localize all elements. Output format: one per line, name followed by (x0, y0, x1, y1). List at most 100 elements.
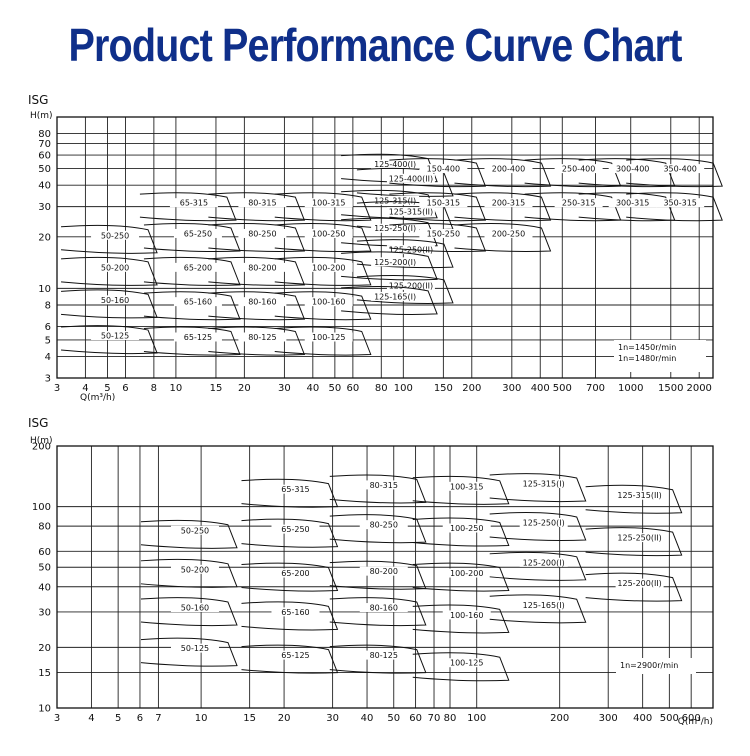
pump-label: 50-200 (101, 263, 129, 272)
pump-label-bg (615, 533, 664, 543)
pump-label-bg (656, 198, 705, 208)
y-tick-label: 6 (45, 322, 51, 333)
x-tick-label: 10 (170, 383, 183, 394)
y-tick-label: 10 (38, 284, 51, 295)
pump-curve (454, 192, 552, 222)
y-tick-label: 8 (45, 300, 51, 311)
plot-frame (56, 445, 714, 709)
x-tick-label: 2000 (686, 383, 711, 394)
x-tick-label: 40 (306, 383, 319, 394)
x-tick-label: 700 (586, 383, 605, 394)
pump-curve (454, 223, 552, 253)
x-tick-label: 500 (660, 713, 679, 724)
pump-curve (489, 512, 587, 542)
pump-label: 65-200 (281, 569, 309, 578)
pump-label-bg (615, 490, 664, 500)
pump-label: 80-315 (370, 481, 398, 490)
y-axis-label: H(m) (30, 436, 53, 446)
pump-label: 200-315 (492, 199, 525, 208)
pump-label-bg (371, 257, 420, 267)
pump-curve (585, 572, 683, 602)
pump-curve (578, 158, 676, 188)
pump-label-bg (271, 568, 320, 578)
y-tick-label: 20 (38, 232, 51, 243)
pump-curve (241, 518, 339, 548)
pump-curve (140, 637, 238, 667)
pump-label-bg (442, 523, 491, 533)
pump-label: 100-250 (312, 229, 345, 238)
pump-curve (412, 517, 510, 547)
pump-label: 100-160 (450, 611, 483, 620)
x-tick-label: 4 (88, 713, 94, 724)
pump-label-bg (442, 481, 491, 491)
pump-curve (61, 224, 158, 254)
y-tick-label: 40 (38, 181, 51, 192)
pump-label: 125-200(II) (389, 281, 433, 290)
pump-curve (389, 192, 487, 222)
pump-label: 125-315(II) (617, 491, 661, 500)
y-tick-label: 70 (38, 139, 51, 150)
pump-curve (329, 644, 427, 674)
x-tick-label: 60 (347, 383, 360, 394)
pump-label-bg (91, 331, 140, 341)
pump-label: 100-250 (450, 524, 483, 533)
x-tick-label: 15 (210, 383, 223, 394)
x-tick-label: 60 (409, 713, 422, 724)
x-tick-label: 80 (444, 713, 457, 724)
pump-curve (241, 478, 339, 508)
pump-label-bg (371, 291, 420, 301)
top-chart-1450rpm: ISG H(m) Q(m³/h) 3 4 5 6 8 10 15 20 30 40 50 60 80 100 15… (28, 93, 723, 403)
x-tick-label: 6 (122, 383, 128, 394)
x-tick-label: 4 (82, 383, 88, 394)
x-tick-label: 30 (326, 713, 339, 724)
pump-label-bg (442, 658, 491, 668)
pump-curve (489, 594, 587, 624)
pump-label: 65-315 (180, 199, 208, 208)
pump-label-bg (170, 525, 219, 535)
pump-label-bg (371, 223, 420, 233)
x-tick-label: 70 (428, 713, 441, 724)
pump-label-bg (304, 332, 353, 342)
pump-curve (61, 289, 158, 319)
pump-label-bg (170, 564, 219, 574)
y-tick-label: 50 (38, 563, 51, 574)
y-tick-label: 20 (38, 643, 51, 654)
pump-curve (274, 223, 372, 253)
pump-label-bg (91, 295, 140, 305)
pump-label: 80-315 (248, 199, 276, 208)
y-tick-label: 30 (38, 607, 51, 618)
x-tick-label: 80 (375, 383, 388, 394)
pump-curve (143, 256, 241, 286)
pump-curve (329, 514, 427, 544)
y-axis-label: H(m) (30, 111, 53, 121)
pump-label: 125-200(II) (617, 579, 661, 588)
x-tick-label: 15 (243, 713, 256, 724)
pump-label-bg (615, 578, 664, 588)
pump-curve (585, 484, 683, 514)
pump-curve (524, 158, 622, 188)
pump-label-bg (608, 164, 657, 174)
pump-curve (389, 223, 487, 253)
pump-label: 50-125 (101, 332, 129, 341)
pump-label-bg (169, 198, 218, 208)
y-tick-label: 5 (45, 335, 51, 346)
pump-label: 65-160 (184, 298, 212, 307)
pump-label: 200-400 (492, 165, 525, 174)
pump-curve (389, 158, 487, 188)
pump-label-bg (170, 603, 219, 613)
pump-label-bg (173, 262, 222, 272)
x-tick-label: 20 (278, 713, 291, 724)
speed-note: 1n=1450r/min (618, 343, 676, 352)
y-tick-label: 60 (38, 151, 51, 162)
pump-curve (241, 601, 339, 631)
x-tick-label: 200 (550, 713, 569, 724)
x-tick-label: 200 (462, 383, 481, 394)
x-tick-label: 30 (278, 383, 291, 394)
y-tick-label: 40 (38, 582, 51, 593)
x-tick-label: 600 (682, 713, 701, 724)
pump-curve (412, 475, 510, 505)
x-tick-label: 100 (394, 383, 413, 394)
pump-label-bg (173, 228, 222, 238)
pump-label: 125-315(II) (389, 208, 433, 217)
pump-curve (143, 291, 241, 321)
